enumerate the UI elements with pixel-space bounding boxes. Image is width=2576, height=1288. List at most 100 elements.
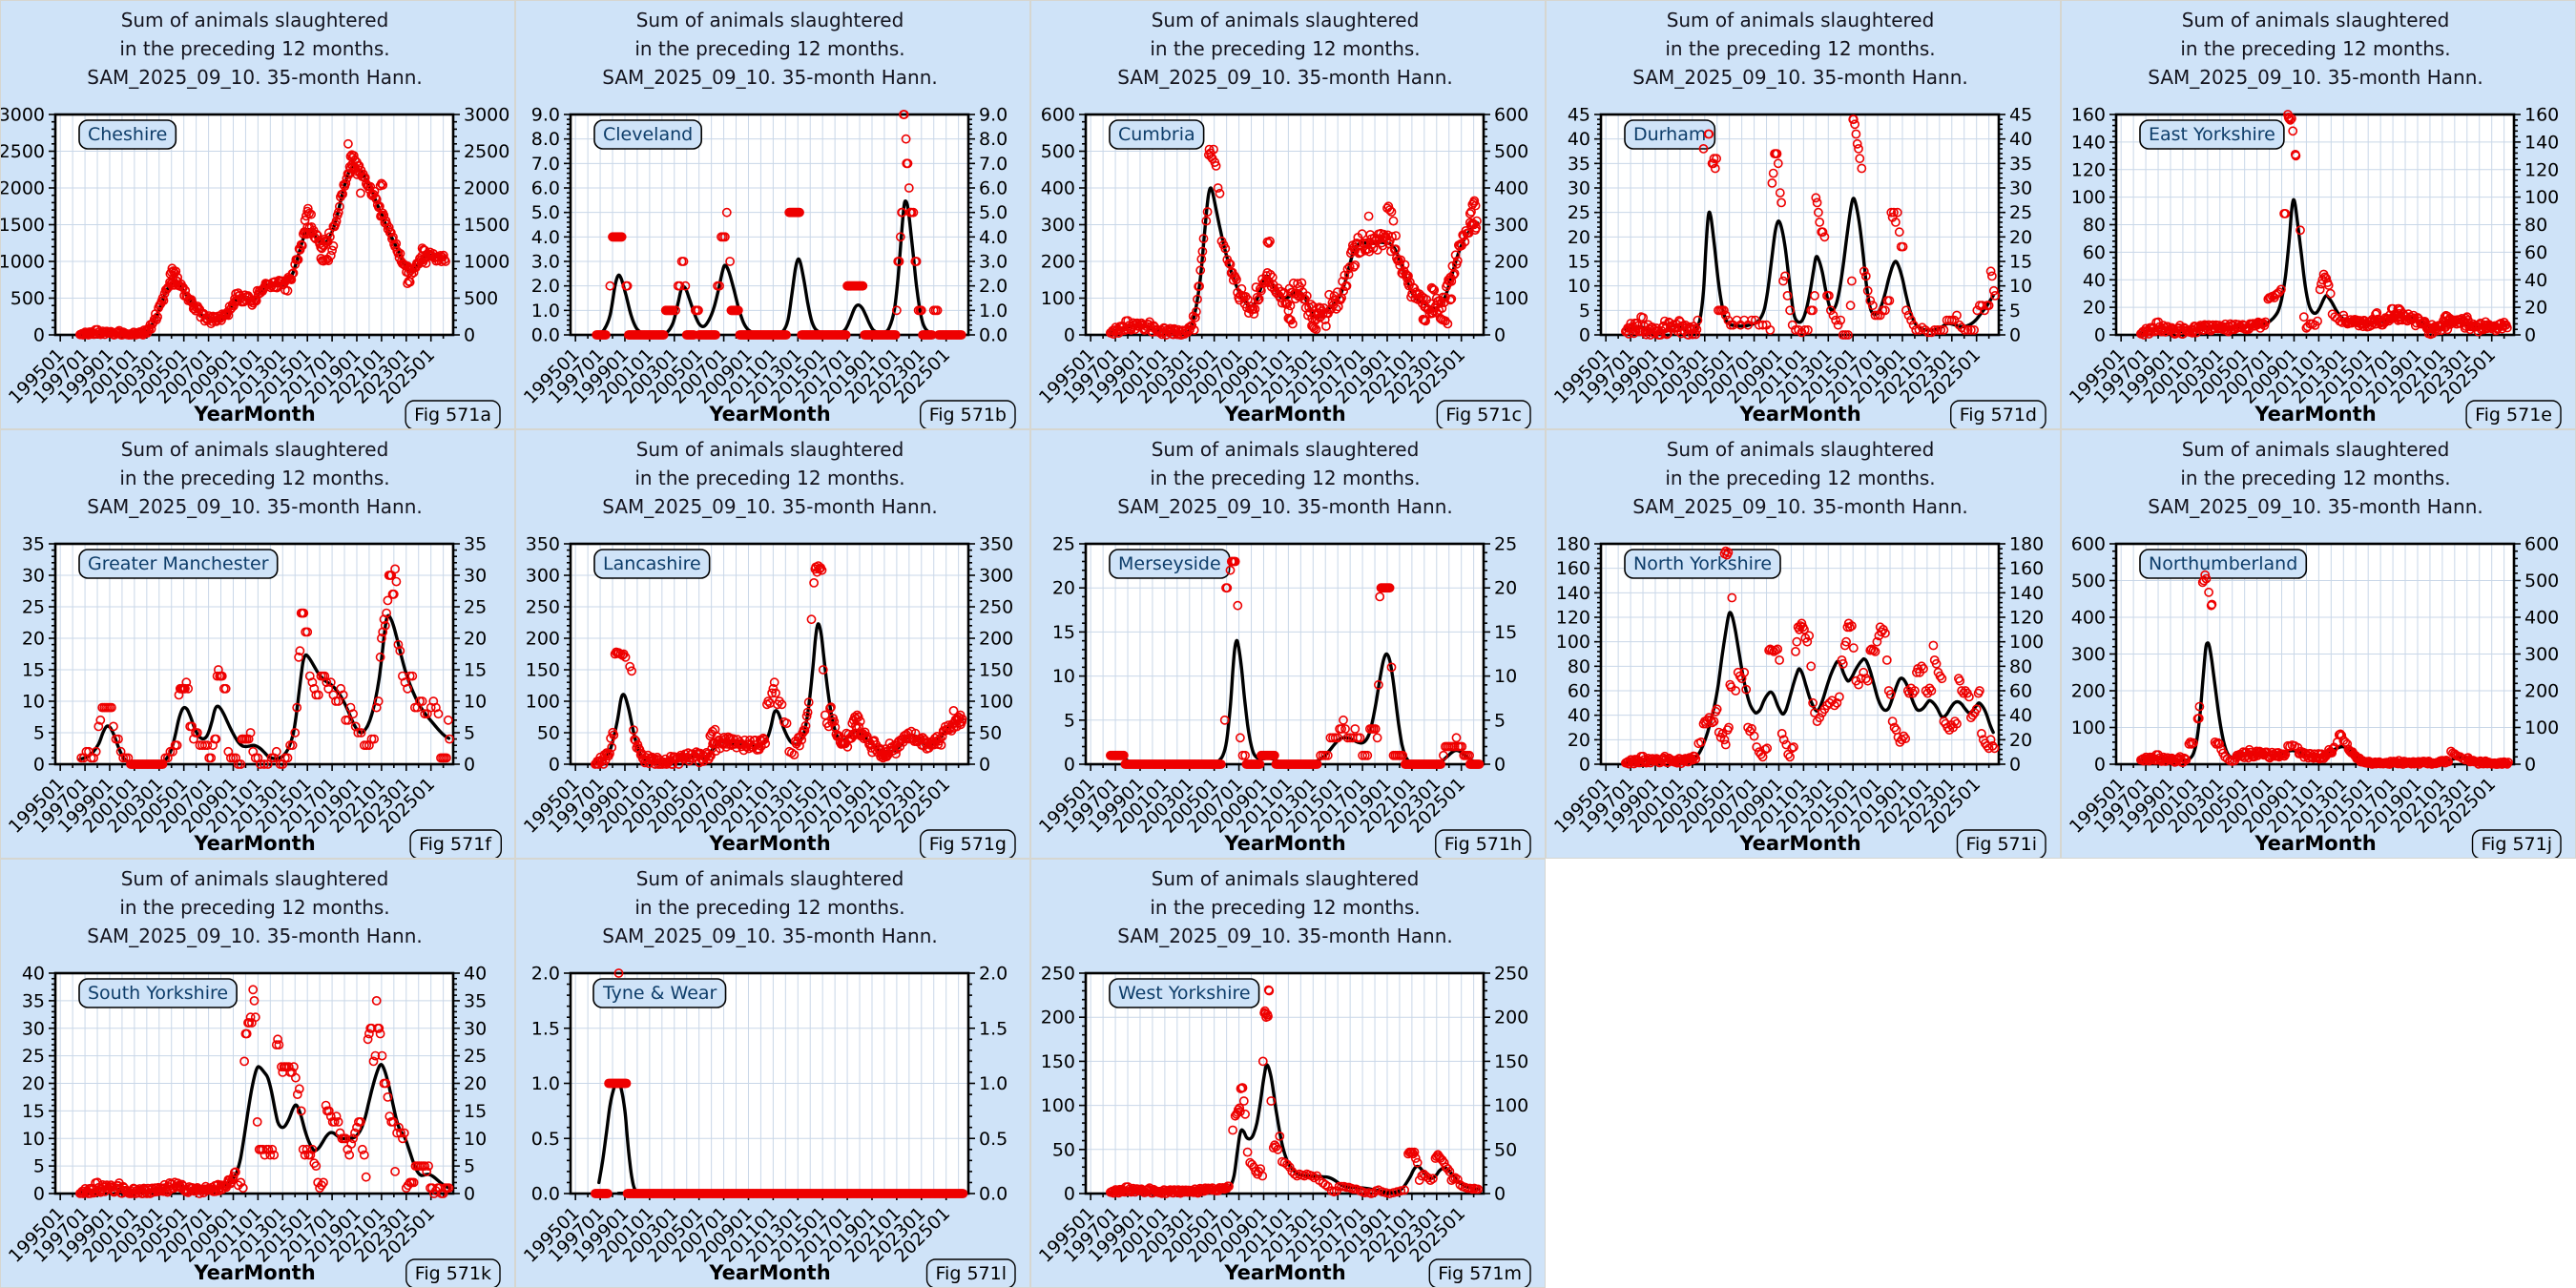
y-tick-label-left: 25 — [22, 597, 45, 618]
region-label-box — [1624, 119, 1716, 150]
x-axis-title: YearMonth — [1223, 403, 1345, 426]
chart-title: Sum of animals slaughtered in the precedi… — [1632, 438, 1967, 518]
chart-title: Sum of animals slaughtered in the precedi… — [1632, 9, 1967, 89]
y-tick-label-right: 0 — [2009, 755, 2021, 776]
title-line-2: in the preceding 12 months. — [634, 467, 904, 489]
x-axis-labels: 1995011997011999012001012003012005012007… — [5, 344, 439, 408]
y-tick-label-left: 0 — [33, 755, 45, 776]
grid-lines — [2116, 114, 2514, 335]
y-tick-label-right: 30 — [464, 566, 487, 587]
x-axis-title: YearMonth — [1738, 832, 1860, 855]
title-line-3: SAM_2025_09_10. 35-month Hann. — [602, 924, 937, 947]
x-axis-title: YearMonth — [2254, 403, 2376, 426]
y-tick-label-left: 45 — [1568, 105, 1590, 126]
y-tick-label-left: 30 — [22, 1018, 45, 1039]
y-tick-label-left: 35 — [22, 990, 45, 1011]
scatter-points — [75, 985, 454, 1198]
y-tick-label-right: 9.0 — [979, 105, 1008, 126]
y-axis-labels: 0.0 0.0 0.5 0.5 1.0 1.0 1.5 1.5 2.0 2.0 — [531, 964, 1008, 1205]
fig-label: Fig 571c — [1445, 405, 1522, 426]
y-tick-label-left: 140 — [2071, 132, 2106, 153]
y-tick-label-left: 35 — [1568, 154, 1590, 175]
chart-title: Sum of animals slaughtered in the precedi… — [1117, 867, 1452, 947]
scatter-points — [1106, 985, 1484, 1198]
title-line-3: SAM_2025_09_10. 35-month Hann. — [1117, 66, 1452, 89]
y-tick-label-left: 350 — [526, 534, 560, 555]
y-tick-label-left: 0.0 — [531, 325, 560, 346]
y-tick-label-right: 120 — [2524, 159, 2559, 180]
y-tick-label-right: 3000 — [464, 105, 509, 126]
y-tick-label-left: 3000 — [1, 105, 45, 126]
y-tick-label-left: 600 — [1041, 105, 1075, 126]
y-tick-label-right: 150 — [1494, 1051, 1528, 1072]
title-line-2: in the preceding 12 months. — [1150, 467, 1420, 489]
title-line-2: in the preceding 12 months. — [634, 37, 904, 60]
title-line-3: SAM_2025_09_10. 35-month Hann. — [1632, 495, 1967, 518]
title-line-1: Sum of animals slaughtered — [121, 438, 389, 461]
y-tick-label-right: 0 — [2524, 325, 2536, 346]
y-tick-label-left: 0.5 — [531, 1129, 560, 1150]
y-tick-label-left: 30 — [22, 566, 45, 587]
y-tick-label-left: 10 — [1052, 666, 1075, 687]
x-axis-labels: 1995011997011999012001012003012005012007… — [1035, 344, 1469, 408]
y-tick-label-left: 2000 — [1, 178, 45, 199]
x-axis-labels: 1995011997011999012001012003012005012007… — [520, 1203, 954, 1267]
region-label-box — [78, 549, 279, 579]
fig-label: Fig 571j — [2482, 834, 2552, 855]
y-tick-label-left: 300 — [1041, 215, 1075, 236]
y-tick-label-right: 80 — [2009, 656, 2032, 677]
y-tick-label-left: 20 — [22, 629, 45, 650]
y-tick-label-right: 7.0 — [979, 154, 1008, 175]
plot-frame — [2114, 113, 2516, 337]
y-tick-label-right: 100 — [2009, 632, 2044, 653]
y-tick-label-left: 15 — [1052, 622, 1075, 643]
chart-svg-south-yorkshire: Sum of animals slaughtered in the precedi… — [5, 867, 501, 1287]
trend-line — [597, 1079, 966, 1195]
scatter-points — [2136, 570, 2513, 769]
y-tick-label-right: 1.0 — [979, 301, 1008, 322]
y-tick-label-right: 50 — [1494, 1139, 1517, 1160]
y-tick-label-right: 45 — [2009, 105, 2032, 126]
y-tick-label-right: 120 — [2009, 608, 2044, 629]
y-tick-label-left: 40 — [2083, 270, 2106, 291]
y-tick-label-right: 600 — [1494, 105, 1528, 126]
y-tick-label-right: 500 — [2524, 571, 2559, 592]
chart-title: Sum of animals slaughtered in the precedi… — [602, 867, 937, 947]
y-tick-label-right: 15 — [464, 1101, 487, 1122]
plot-frame — [53, 113, 455, 337]
y-tick-label-right: 2.0 — [979, 964, 1008, 985]
empty-cell — [1546, 859, 2061, 1288]
y-tick-label-right: 1.5 — [979, 1018, 1008, 1039]
y-tick-label-left: 10 — [1568, 276, 1590, 297]
x-axis-title: YearMonth — [1223, 832, 1345, 855]
title-line-3: SAM_2025_09_10. 35-month Hann. — [1117, 495, 1452, 518]
region-label: Greater Manchester — [88, 553, 269, 574]
chart-panel-northumberland: Sum of animals slaughtered in the precedi… — [2061, 429, 2576, 859]
y-axis-labels: 0 0 100 100 200 200 300 300 400 400 500 500 600 600 — [2071, 534, 2560, 776]
fig-label-box — [1436, 400, 1531, 428]
title-line-2: in the preceding 12 months. — [119, 896, 389, 919]
y-axis-labels: 0 0 20 20 40 40 60 60 80 80 100 100 120 120 140 140 160 1… — [2071, 105, 2560, 346]
region-label-box — [1624, 549, 1781, 579]
y-tick-label-right: 30 — [2009, 178, 2032, 199]
y-tick-label-right: 2.0 — [979, 276, 1008, 297]
y-tick-label-right: 160 — [2009, 558, 2044, 579]
y-tick-label-left: 15 — [1568, 252, 1590, 273]
y-tick-label-left: 80 — [1568, 656, 1590, 677]
y-tick-label-right: 100 — [979, 692, 1013, 713]
title-line-2: in the preceding 12 months. — [2180, 37, 2450, 60]
y-tick-label-right: 200 — [979, 629, 1013, 650]
chart-panel-cheshire: Sum of animals slaughtered in the precedi… — [0, 0, 515, 429]
plot-frame — [1084, 113, 1485, 337]
plot-frame — [569, 542, 970, 766]
y-tick-label-left: 4.0 — [531, 227, 560, 248]
fig-label-box — [920, 400, 1016, 428]
title-line-1: Sum of animals slaughtered — [2182, 9, 2450, 31]
y-tick-label-right: 140 — [2009, 583, 2044, 604]
fig-label-box — [925, 1258, 1016, 1287]
y-tick-label-right: 40 — [2009, 129, 2032, 150]
y-tick-label-left: 150 — [526, 660, 560, 681]
fig-label: Fig 571a — [414, 405, 491, 426]
title-line-3: SAM_2025_09_10. 35-month Hann. — [87, 495, 422, 518]
y-tick-label-right: 60 — [2009, 681, 2032, 702]
